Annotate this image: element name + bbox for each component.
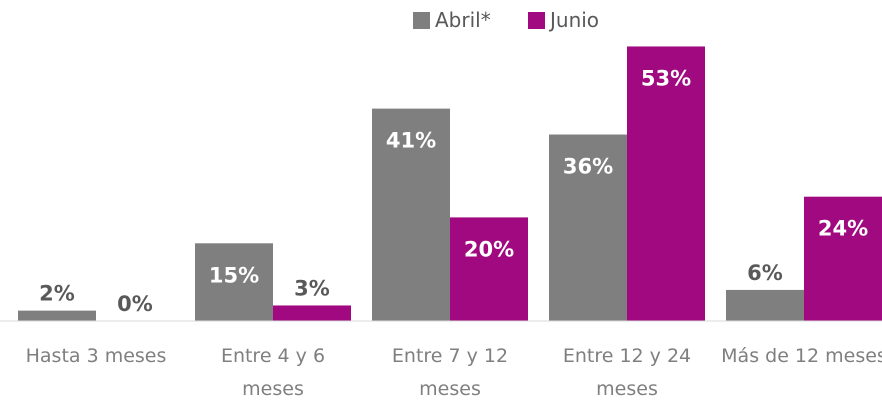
value-label: 2% (39, 282, 75, 306)
bar (273, 305, 351, 321)
x-tick-label: Entre 12 y 24 meses (562, 345, 692, 400)
x-tick-label: Entre 4 y 6 meses (220, 345, 326, 400)
value-label: 0% (117, 292, 153, 316)
bar (627, 46, 705, 322)
x-tick-label: Hasta 3 meses (25, 345, 167, 367)
x-tick-label: Entre 7 y 12 meses (391, 345, 509, 400)
legend-item: Junio (528, 8, 599, 32)
x-tick-label: Más de 12 meses (721, 345, 882, 367)
value-label: 53% (641, 66, 691, 90)
bar (726, 289, 804, 321)
value-label: 36% (563, 155, 613, 179)
legend-swatch (413, 11, 430, 29)
bar (195, 243, 273, 321)
bar (372, 108, 450, 322)
bar (450, 217, 528, 321)
legend-label: Abril* (435, 8, 491, 32)
value-label: 3% (294, 276, 330, 300)
value-label: 15% (209, 263, 259, 287)
value-label: 6% (747, 261, 783, 285)
bar (549, 134, 627, 321)
bar (804, 196, 882, 321)
legend-item: Abril* (413, 8, 491, 32)
legend-swatch (528, 11, 545, 29)
value-label: 24% (818, 217, 868, 241)
value-label: 41% (386, 129, 436, 153)
legend-label: Junio (550, 8, 600, 32)
value-label: 20% (464, 237, 514, 261)
bar (18, 310, 96, 321)
